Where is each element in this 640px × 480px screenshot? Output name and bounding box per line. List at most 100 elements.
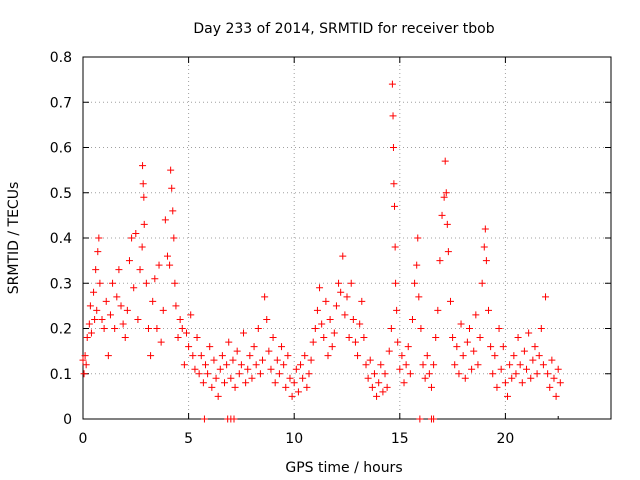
data-point	[100, 325, 108, 332]
data-point	[337, 288, 345, 296]
data-point	[168, 184, 176, 192]
data-point	[111, 325, 119, 332]
zero-data-point	[200, 415, 208, 423]
y-tick-label: 0.8	[50, 50, 72, 66]
data-point	[216, 365, 224, 373]
data-point	[311, 325, 319, 332]
data-point	[189, 352, 197, 360]
data-point	[87, 329, 95, 337]
data-point	[95, 234, 103, 242]
data-point	[461, 374, 469, 382]
data-point	[132, 229, 140, 237]
data-point	[354, 352, 362, 360]
data-point	[485, 306, 493, 314]
data-point	[138, 243, 146, 251]
data-point	[368, 383, 376, 391]
data-point	[529, 356, 537, 364]
y-tick-label: 0.4	[50, 231, 72, 247]
data-point	[180, 361, 188, 369]
x-tick-label: 20	[496, 431, 514, 447]
y-tick-label: 0.7	[50, 95, 72, 111]
data-point	[261, 293, 269, 301]
data-point	[191, 365, 199, 373]
data-point	[381, 370, 389, 378]
data-point	[316, 284, 324, 292]
data-point	[140, 220, 148, 228]
data-point	[305, 370, 313, 378]
data-point	[254, 325, 262, 332]
data-point	[548, 356, 556, 364]
data-point	[508, 374, 516, 382]
y-tick-label: 0.2	[50, 322, 72, 338]
data-point	[91, 315, 99, 323]
data-point	[389, 112, 397, 120]
data-point	[535, 352, 543, 360]
data-point	[240, 329, 248, 337]
data-point	[267, 365, 275, 373]
data-point	[419, 361, 427, 369]
data-point	[440, 193, 448, 201]
data-point	[201, 361, 209, 369]
data-point	[233, 347, 241, 355]
data-point	[172, 302, 180, 310]
data-point	[552, 392, 560, 400]
data-point	[98, 315, 106, 323]
data-point	[347, 279, 355, 287]
data-point	[328, 343, 336, 351]
data-point	[451, 361, 459, 369]
data-point	[123, 306, 131, 314]
data-point	[390, 180, 398, 188]
data-point	[379, 388, 387, 396]
data-point	[366, 356, 374, 364]
y-tick-label: 0.6	[50, 141, 72, 157]
data-point	[206, 343, 214, 351]
zero-data-point	[416, 415, 424, 423]
data-point	[525, 329, 533, 337]
y-tick-label: 0.1	[50, 367, 72, 383]
data-point	[288, 392, 296, 400]
data-point	[113, 293, 121, 301]
data-point	[199, 379, 207, 387]
data-point	[520, 347, 528, 355]
data-point	[139, 162, 147, 170]
data-point	[102, 297, 110, 305]
data-point	[182, 329, 190, 337]
data-point	[393, 306, 401, 314]
data-point	[273, 356, 281, 364]
data-point	[480, 243, 488, 251]
zero-data-point	[430, 415, 438, 423]
data-point	[309, 338, 317, 346]
data-point	[212, 374, 220, 382]
data-point	[455, 370, 463, 378]
data-point	[441, 157, 449, 165]
data-point	[518, 379, 526, 387]
data-point	[159, 306, 167, 314]
data-point	[358, 297, 366, 305]
data-point	[370, 370, 378, 378]
data-point	[539, 361, 547, 369]
data-point	[391, 202, 399, 210]
data-point	[115, 266, 123, 274]
data-point	[286, 374, 294, 382]
data-point	[478, 279, 486, 287]
data-point	[104, 352, 112, 360]
data-point	[163, 252, 171, 260]
data-point	[166, 261, 174, 269]
data-point	[356, 320, 364, 328]
data-point	[449, 334, 457, 342]
y-tick-label: 0.3	[50, 276, 72, 292]
data-point	[387, 325, 395, 332]
data-point	[171, 279, 179, 287]
data-point	[414, 234, 422, 242]
data-point	[476, 334, 484, 342]
data-point	[425, 370, 433, 378]
data-point	[248, 374, 256, 382]
data-point	[339, 252, 347, 260]
data-point	[360, 334, 368, 342]
data-point	[292, 365, 300, 373]
data-point	[82, 361, 90, 369]
data-point	[94, 248, 102, 256]
data-point	[459, 352, 467, 360]
data-point	[130, 284, 138, 292]
data-point	[474, 361, 482, 369]
